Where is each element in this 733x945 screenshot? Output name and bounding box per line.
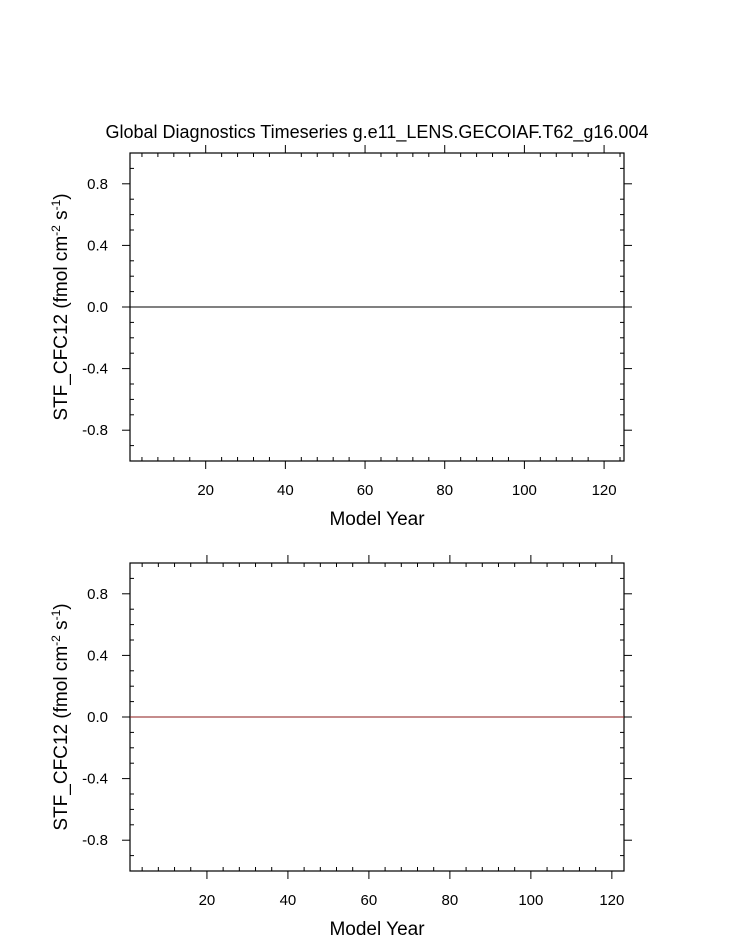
x-tick-label: 20 xyxy=(199,892,216,909)
y-axis-title-main: STF_CFC12 (fmol cm xyxy=(51,236,72,421)
top-panel: 20 40 60 80 100 120 -0.8 -0.4 0.0 0.4 0.8 Model Yea… xyxy=(49,145,632,530)
x-tick-label: 120 xyxy=(599,892,624,909)
y-tick-label: -0.4 xyxy=(82,771,108,788)
x-tick-label: 80 xyxy=(442,892,459,909)
y-tick-label: 0.0 xyxy=(87,299,108,316)
y-axis-title-unit: s xyxy=(51,620,72,635)
y-axis-title-exponent: -2 xyxy=(49,225,63,236)
y-axis-title-close: ) xyxy=(51,193,72,199)
x-tick-label: 80 xyxy=(436,482,453,499)
y-axis-title: STF_CFC12 (fmol cm-2 s-1) xyxy=(49,193,72,420)
chart-title: Global Diagnostics Timeseries g.e11_LENS… xyxy=(106,122,649,143)
x-tick-label: 100 xyxy=(518,892,543,909)
y-tick-label: 0.4 xyxy=(87,647,108,664)
x-tick-label: 40 xyxy=(277,482,294,499)
y-axis-title-main: STF_CFC12 (fmol cm xyxy=(51,646,72,831)
x-tick-label: 100 xyxy=(512,482,537,499)
y-axis-title-exponent: -1 xyxy=(49,199,63,210)
y-axis-title-unit: s xyxy=(51,210,72,225)
bottom-panel: 20 40 60 80 100 120 -0.8 -0.4 0.0 0.4 0.8 Model Yea… xyxy=(49,555,632,940)
x-tick-label: 40 xyxy=(280,892,297,909)
y-axis-title: STF_CFC12 (fmol cm-2 s-1) xyxy=(49,603,72,830)
y-axis-title-close: ) xyxy=(51,603,72,609)
x-axis-title: Model Year xyxy=(329,509,425,530)
y-tick-label: -0.8 xyxy=(82,422,108,439)
x-tick-label: 20 xyxy=(197,482,214,499)
x-axis-title: Model Year xyxy=(329,919,425,940)
y-axis-title-exponent: -2 xyxy=(49,635,63,646)
y-tick-label: 0.4 xyxy=(87,237,108,254)
y-axis-title-exponent: -1 xyxy=(49,609,63,620)
y-tick-label: -0.8 xyxy=(82,832,108,849)
y-tick-label: 0.8 xyxy=(87,586,108,603)
y-tick-label: -0.4 xyxy=(82,361,108,378)
x-tick-label: 120 xyxy=(592,482,617,499)
x-tick-label: 60 xyxy=(357,482,374,499)
x-tick-label: 60 xyxy=(361,892,378,909)
y-tick-label: 0.0 xyxy=(87,709,108,726)
y-tick-label: 0.8 xyxy=(87,176,108,193)
